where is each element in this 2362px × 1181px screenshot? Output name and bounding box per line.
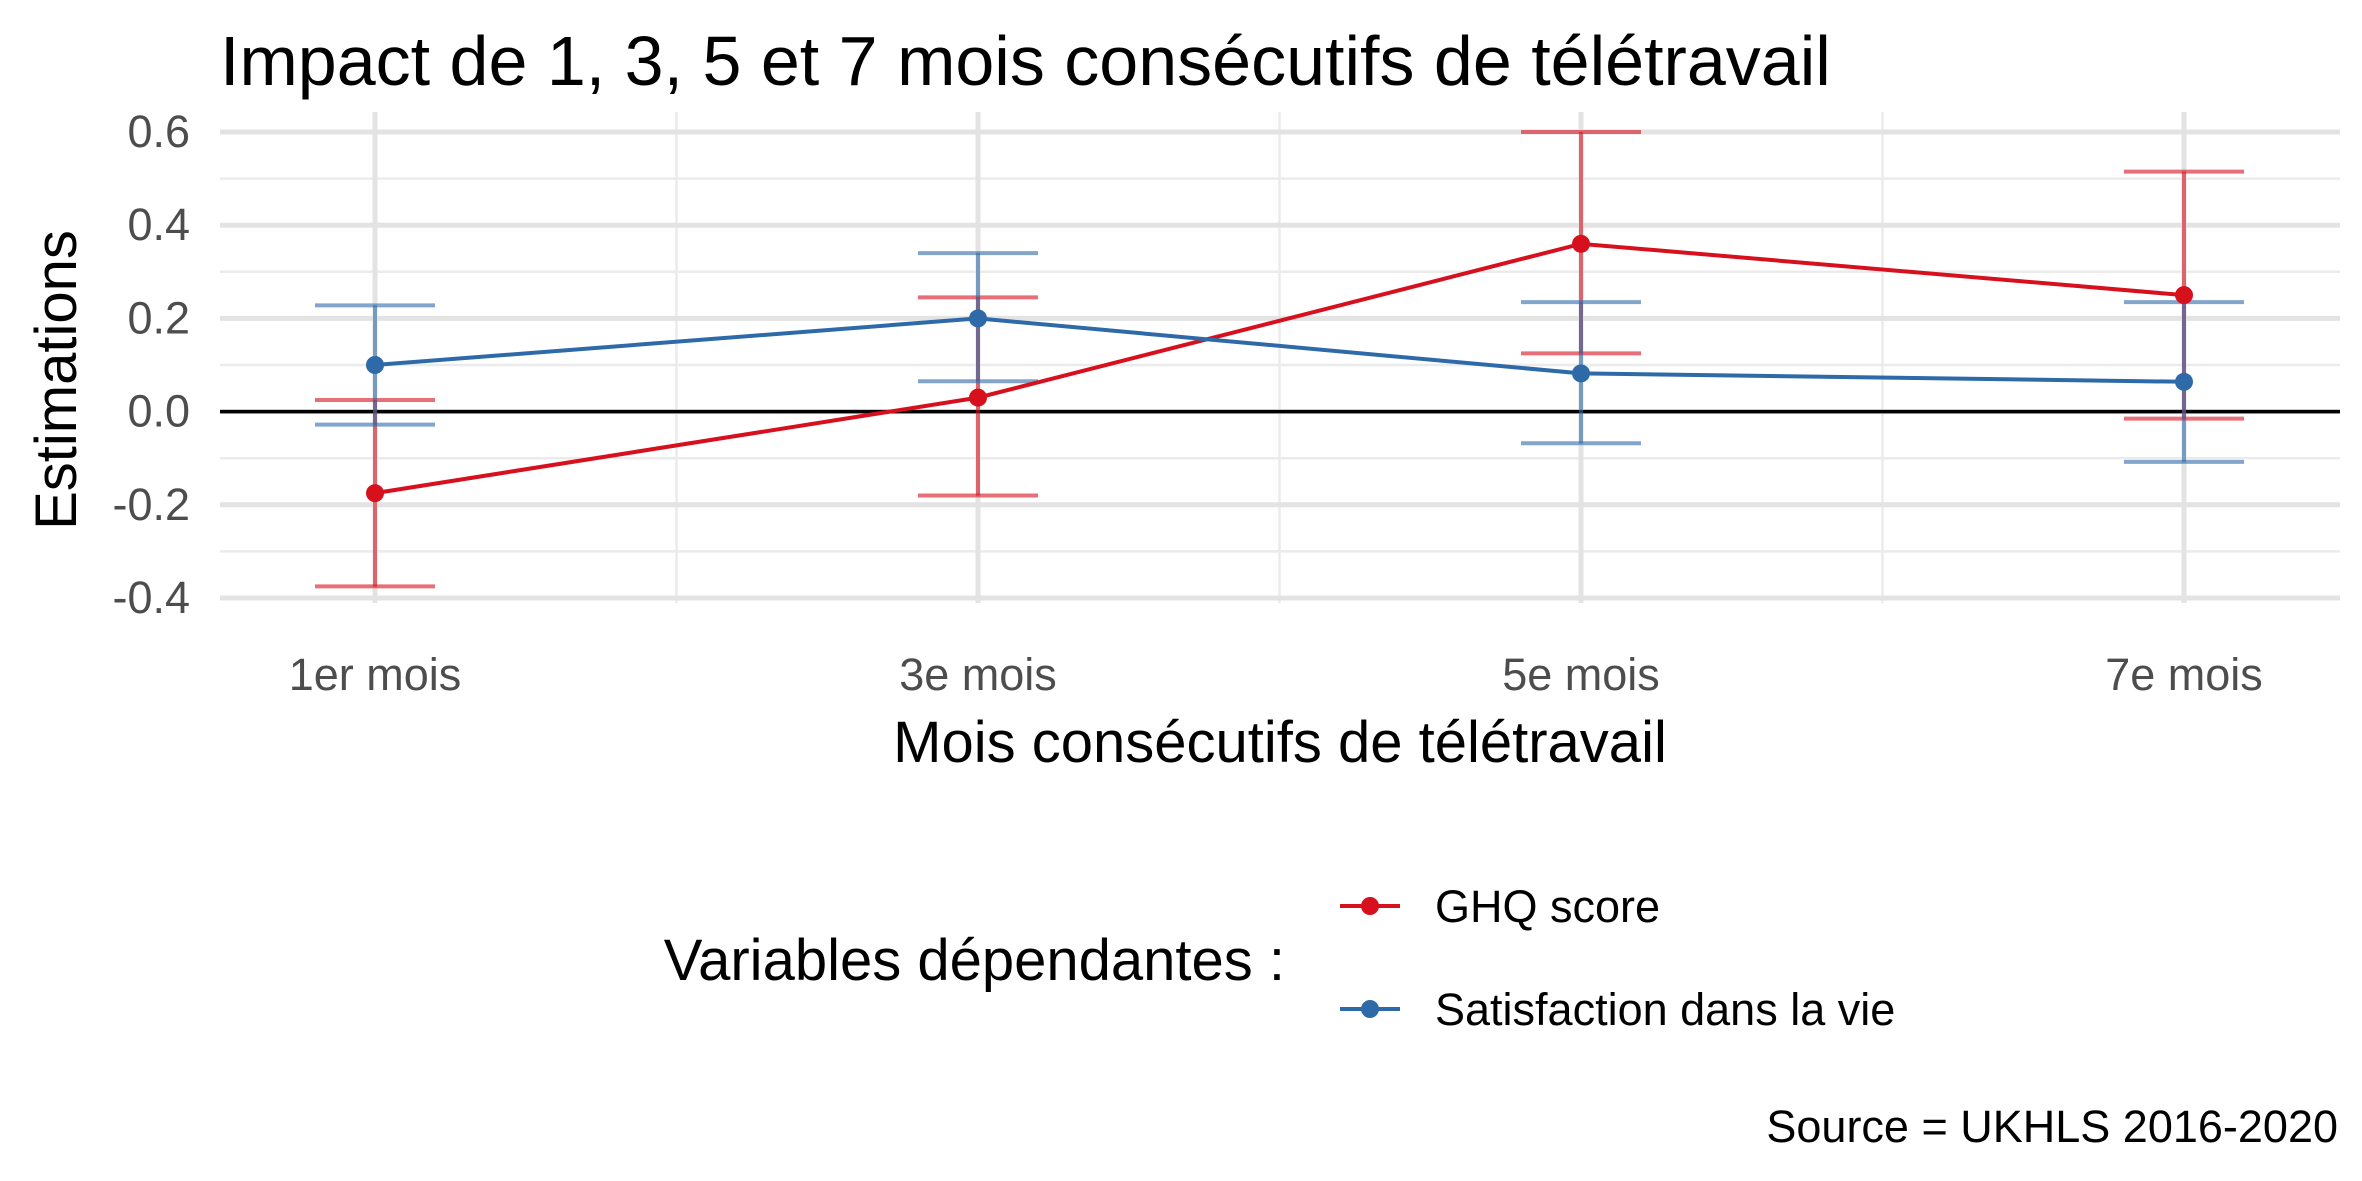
y-tick-label: 0.2 bbox=[127, 292, 190, 343]
legend-title: Variables dépendantes : bbox=[664, 928, 1285, 993]
series-lines bbox=[374, 241, 2185, 496]
data-point bbox=[1572, 364, 1590, 383]
grid bbox=[220, 112, 2340, 603]
x-tick-label: 1er mois bbox=[289, 649, 462, 700]
legend-label: Satisfaction dans la vie bbox=[1435, 984, 1895, 1035]
x-tick-label: 7e mois bbox=[2105, 649, 2263, 700]
series-line bbox=[374, 241, 2185, 496]
data-point bbox=[2175, 372, 2193, 391]
legend-item: GHQ score bbox=[1340, 881, 1660, 932]
legend-label: GHQ score bbox=[1435, 881, 1660, 932]
x-axis-title: Mois consécutifs de télétravail bbox=[893, 710, 1667, 775]
legend-item: Satisfaction dans la vie bbox=[1340, 984, 1895, 1035]
data-point bbox=[2175, 286, 2193, 305]
y-tick-label: 0.0 bbox=[127, 386, 190, 437]
data-point bbox=[969, 309, 987, 328]
caption: Source = UKHLS 2016-2020 bbox=[1766, 1101, 2338, 1152]
data-point bbox=[969, 388, 987, 407]
x-axis-ticks: 1er mois 3e mois 5e mois 7e mois bbox=[289, 649, 2263, 700]
x-tick-label: 3e mois bbox=[899, 649, 1057, 700]
y-axis-ticks: -0.4 -0.2 0.0 0.2 0.4 0.6 bbox=[112, 106, 190, 623]
legend-key-point bbox=[1361, 897, 1379, 915]
legend: Variables dépendantes : GHQ score Satisfa… bbox=[664, 881, 1896, 1035]
y-axis-title: Estimations bbox=[24, 230, 89, 530]
x-tick-label: 5e mois bbox=[1502, 649, 1660, 700]
y-tick-label: -0.2 bbox=[112, 479, 190, 530]
chart-title: Impact de 1, 3, 5 et 7 mois consécutifs … bbox=[220, 22, 1831, 100]
y-tick-label: 0.6 bbox=[127, 106, 190, 157]
y-tick-label: -0.4 bbox=[112, 572, 190, 623]
y-tick-label: 0.4 bbox=[127, 199, 190, 250]
data-point bbox=[1572, 234, 1590, 253]
series-points bbox=[366, 234, 2193, 503]
data-point bbox=[366, 356, 384, 374]
legend-key-point bbox=[1361, 1000, 1379, 1018]
legend-items: GHQ score Satisfaction dans la vie bbox=[1340, 881, 1895, 1035]
series-line bbox=[374, 316, 2185, 384]
data-point bbox=[366, 484, 384, 503]
